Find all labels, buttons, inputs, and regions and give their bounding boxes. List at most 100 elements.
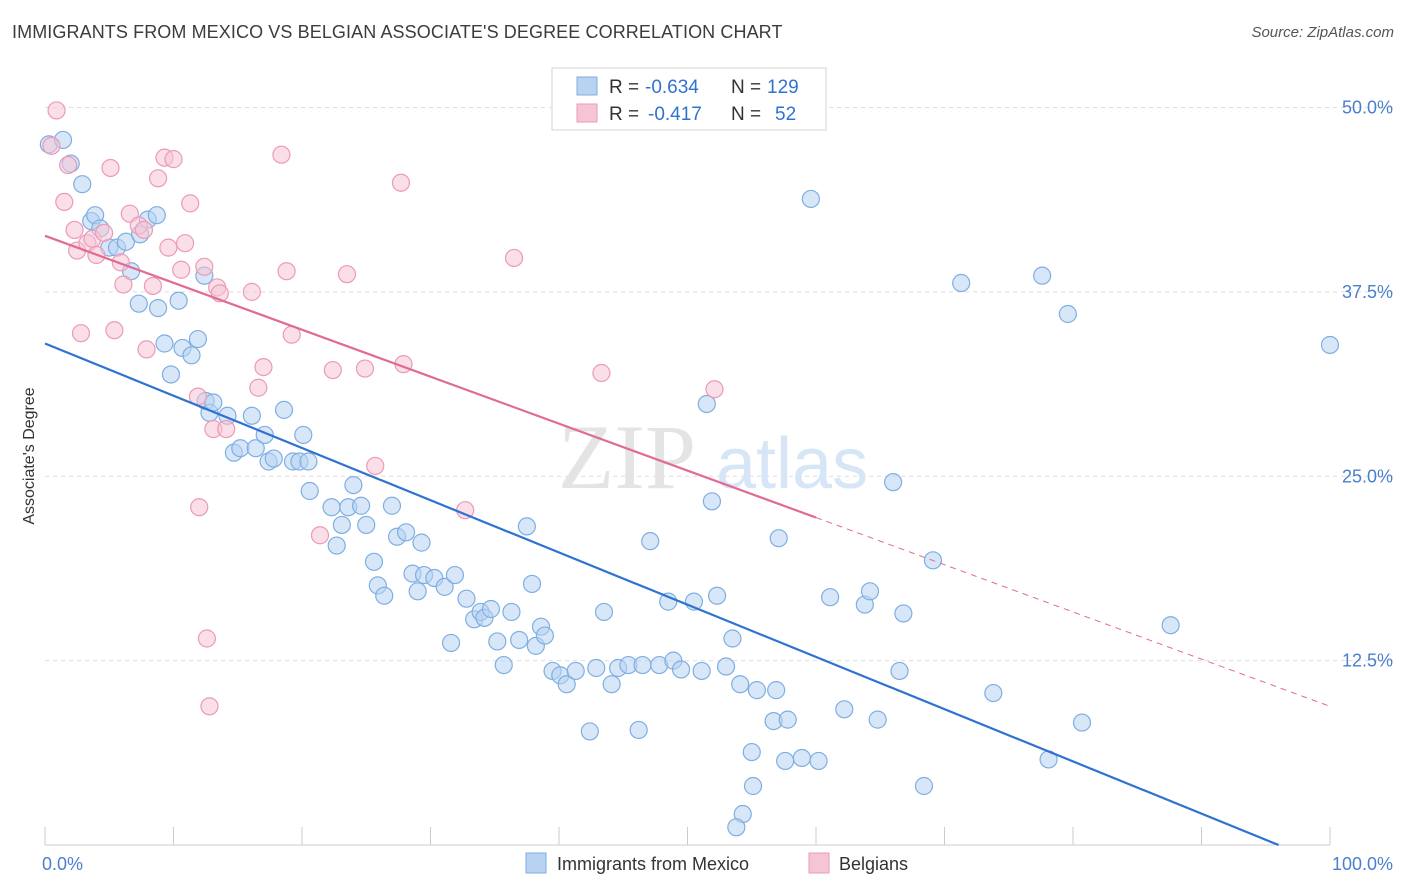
point-belgians: [190, 498, 209, 517]
point-mexico: [801, 189, 820, 209]
point-mexico: [868, 710, 887, 729]
point-mexico: [671, 660, 691, 679]
point-mexico: [984, 683, 1003, 703]
point-mexico: [231, 439, 250, 458]
point-mexico: [602, 675, 621, 694]
point-mexico: [375, 586, 394, 605]
point-mexico: [169, 291, 188, 310]
point-belgians: [254, 358, 273, 377]
point-belgians: [181, 194, 200, 213]
correlation-legend: R = -0.634 N = 129 R = -0.417 N = 52: [551, 67, 827, 131]
point-mexico: [264, 449, 283, 468]
point-mexico: [299, 452, 318, 471]
y-tick-label: 50.0%: [1342, 98, 1393, 118]
point-mexico: [327, 536, 346, 555]
point-mexico: [747, 681, 766, 700]
point-mexico: [894, 604, 913, 623]
point-mexico: [731, 675, 750, 694]
trendline-belgians-extrapolated: [815, 517, 1331, 707]
legend-n-value-1: 129: [767, 77, 799, 98]
point-mexico: [412, 533, 431, 552]
point-mexico: [494, 655, 513, 675]
point-mexico: [148, 299, 168, 318]
point-mexico: [776, 751, 795, 771]
point-mexico: [522, 574, 542, 594]
point-belgians: [65, 220, 84, 240]
point-mexico: [716, 657, 736, 676]
bottom-legend-label-belgians: Belgians: [839, 854, 908, 874]
point-mexico: [629, 720, 648, 740]
point-mexico: [396, 523, 416, 542]
point-mexico: [445, 565, 465, 585]
point-mexico: [510, 630, 529, 650]
source-credit: Source: ZipAtlas.com: [1251, 24, 1394, 41]
point-belgians: [55, 192, 74, 211]
point-belgians: [101, 158, 120, 178]
point-belgians: [71, 324, 91, 343]
point-mexico: [161, 365, 181, 384]
point-belgians: [42, 136, 61, 155]
x-tick-label-min: 0.0%: [42, 854, 83, 874]
point-belgians: [47, 101, 66, 120]
legend-r-label-1: R =: [609, 77, 639, 98]
point-mexico: [182, 346, 201, 365]
legend-n-value-2: 52: [775, 104, 796, 125]
point-mexico: [364, 552, 384, 571]
point-mexico: [116, 232, 136, 251]
point-mexico: [594, 602, 614, 622]
point-belgians: [105, 321, 124, 340]
point-mexico: [300, 481, 319, 501]
point-mexico: [1072, 713, 1092, 732]
point-belgians: [164, 150, 183, 169]
point-mexico: [1320, 335, 1340, 355]
point-mexico: [792, 748, 811, 768]
point-mexico: [809, 751, 828, 771]
point-belgians: [277, 262, 296, 281]
point-belgians: [59, 155, 78, 175]
point-mexico: [778, 710, 797, 729]
point-mexico: [587, 658, 606, 678]
point-mexico: [702, 492, 722, 511]
point-mexico: [769, 529, 788, 548]
point-mexico: [742, 742, 761, 762]
point-belgians: [148, 169, 168, 188]
point-belgians: [310, 526, 330, 545]
legend-n-label-1: N =: [731, 77, 761, 98]
point-mexico: [517, 517, 536, 536]
point-mexico: [914, 776, 934, 796]
point-mexico: [246, 439, 265, 458]
point-mexico: [382, 496, 402, 515]
point-mexico: [723, 629, 742, 648]
bottom-legend-swatch-belgians: [808, 852, 830, 874]
point-belgians: [195, 257, 214, 276]
series-legend: Immigrants from Mexico Belgians: [525, 852, 908, 874]
point-mexico: [322, 498, 341, 517]
legend-n-label-2: N =: [731, 104, 761, 125]
point-belgians: [366, 456, 385, 476]
point-mexico: [73, 175, 92, 194]
point-belgians: [175, 234, 195, 253]
point-mexico: [435, 577, 454, 596]
legend-box: [551, 67, 827, 131]
point-mexico: [692, 661, 711, 681]
point-mexico: [727, 818, 746, 837]
point-mexico: [697, 394, 716, 414]
point-mexico: [566, 661, 585, 681]
point-belgians: [705, 380, 724, 399]
watermark-atlas: atlas: [716, 424, 868, 504]
y-tick-label: 37.5%: [1342, 282, 1393, 302]
trendline-belgians: [44, 234, 817, 519]
point-belgians: [137, 340, 156, 359]
x-tick-label-max: 100.0%: [1332, 854, 1393, 874]
point-mexico: [481, 599, 500, 619]
point-belgians: [272, 145, 291, 164]
point-mexico: [408, 582, 427, 601]
point-belgians: [323, 360, 342, 380]
y-axis-label: Associate's Degree: [21, 387, 38, 524]
point-belgians: [391, 173, 411, 192]
legend-r-label-2: R =: [609, 104, 639, 125]
point-mexico: [952, 273, 971, 293]
y-tick-label: 12.5%: [1342, 651, 1393, 671]
point-mexico: [641, 532, 660, 551]
point-belgians: [249, 378, 268, 397]
